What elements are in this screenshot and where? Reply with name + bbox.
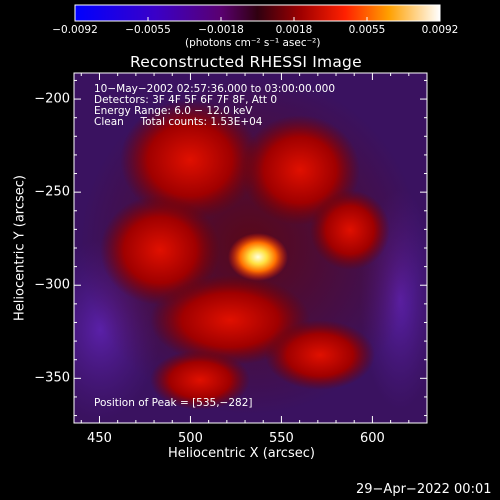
y-tick-label: −350 (34, 370, 70, 386)
emission-region (120, 100, 260, 220)
peak-position-label: Position of Peak = [535,−282] (94, 397, 253, 409)
emission-region (100, 195, 220, 305)
colorbar-tick-label: −0.0092 (52, 24, 98, 36)
chart-title: Reconstructed RHESSI Image (130, 53, 362, 71)
x-axis-label: Heliocentric X (arcsec) (168, 446, 315, 461)
colorbar-gradient (74, 4, 441, 22)
emission-region (265, 320, 375, 390)
axis-tick-marks (74, 73, 428, 423)
emission-region (310, 190, 390, 270)
x-tick-label: 600 (359, 431, 385, 446)
y-tick-label: −200 (34, 91, 70, 107)
colorbar-tick-label: 0.0092 (421, 24, 459, 36)
y-tick-label: −250 (34, 184, 70, 200)
emission-region (150, 350, 250, 410)
peak-core (228, 233, 288, 281)
colorbar-tick-label: 0.0018 (275, 24, 313, 36)
info-line: Clean Total counts: 1.53E+04 (94, 116, 263, 128)
info-line: Energy Range: 6.0 − 12.0 keV (94, 105, 253, 117)
info-line: Detectors: 3F 4F 5F 6F 7F 8F, Att 0 (94, 94, 278, 106)
colorbar-units: (photons cm⁻² s⁻¹ asec⁻²) (185, 37, 321, 49)
info-line: 10−May−2002 02:57:36.000 to 03:00:00.000 (94, 83, 336, 95)
colorbar-tick-label: −0.0018 (198, 24, 244, 36)
colorbar-tick-label: 0.0055 (348, 24, 386, 36)
colorbar-tick-marks (74, 17, 441, 21)
y-axis-label: Heliocentric Y (arcsec) (12, 175, 28, 321)
footer-timestamp: 29−Apr−2022 00:01 (356, 482, 492, 497)
x-tick-label: 550 (269, 431, 294, 446)
x-tick-label: 450 (87, 431, 112, 446)
colorbar-tick-label: −0.0055 (125, 24, 171, 36)
x-tick-label: 500 (178, 431, 203, 446)
y-tick-label: −300 (34, 277, 70, 293)
